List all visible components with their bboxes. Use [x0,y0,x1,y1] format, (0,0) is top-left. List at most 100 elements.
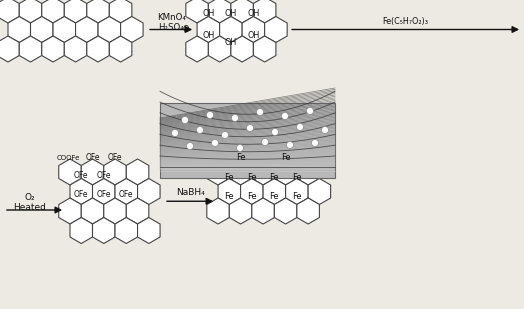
Polygon shape [207,159,230,185]
Polygon shape [275,198,297,224]
Polygon shape [241,179,263,205]
Polygon shape [254,0,276,23]
Polygon shape [59,198,81,224]
Polygon shape [110,0,132,23]
Polygon shape [64,36,87,62]
Polygon shape [110,36,132,62]
Polygon shape [137,179,160,205]
Polygon shape [0,0,19,23]
Text: Fe: Fe [292,192,302,201]
Polygon shape [104,159,126,185]
Text: OH: OH [247,0,259,1]
Polygon shape [70,218,93,243]
Polygon shape [297,159,320,185]
Polygon shape [254,36,276,62]
Text: Fe: Fe [281,154,290,163]
Text: H₂SO₄: H₂SO₄ [158,23,184,32]
Text: Fe: Fe [247,192,257,201]
Circle shape [281,112,289,120]
Polygon shape [230,198,252,224]
Polygon shape [209,36,231,62]
Polygon shape [8,16,30,43]
Circle shape [271,129,278,136]
Polygon shape [98,16,121,43]
Polygon shape [42,36,64,62]
Text: Heated: Heated [14,204,47,213]
Polygon shape [115,218,137,243]
Polygon shape [121,16,143,43]
Circle shape [261,138,268,146]
Polygon shape [218,179,241,205]
Text: O₂: O₂ [25,193,35,201]
Circle shape [322,126,329,133]
Polygon shape [87,0,110,23]
Polygon shape [207,198,230,224]
Circle shape [311,139,319,146]
Polygon shape [42,0,64,23]
Text: Fe(C₅H₇O₂)₃: Fe(C₅H₇O₂)₃ [383,17,429,26]
Polygon shape [0,36,19,62]
Polygon shape [81,198,104,224]
Text: Fe: Fe [224,192,234,201]
Polygon shape [220,16,242,43]
Polygon shape [59,159,81,185]
Polygon shape [286,179,308,205]
Text: Fe: Fe [236,154,245,163]
Polygon shape [53,16,75,43]
Text: COOH: COOH [185,0,209,1]
Polygon shape [186,0,209,23]
Text: OH: OH [225,0,237,1]
Polygon shape [231,36,254,62]
Text: OFe: OFe [74,171,89,180]
Polygon shape [87,36,110,62]
Polygon shape [230,159,252,185]
Polygon shape [197,16,220,43]
Circle shape [297,124,303,130]
Text: Fe: Fe [292,172,302,181]
Text: COOFe: COOFe [56,155,80,161]
Text: OFe: OFe [74,190,89,199]
Text: OH: OH [225,38,237,47]
Polygon shape [70,179,93,205]
Text: NaBH₄: NaBH₄ [176,188,204,197]
Text: OFe: OFe [108,154,122,163]
Text: KMnO₄: KMnO₄ [157,13,185,22]
Polygon shape [297,198,320,224]
Polygon shape [252,198,275,224]
FancyBboxPatch shape [160,103,335,178]
Circle shape [236,145,244,151]
Text: OFe: OFe [96,190,111,199]
Text: OH: OH [225,9,237,18]
Text: Fe: Fe [247,172,257,181]
Circle shape [246,125,254,132]
Text: OH: OH [247,9,259,18]
Polygon shape [126,159,149,185]
Polygon shape [231,0,254,23]
Polygon shape [19,0,42,23]
Polygon shape [186,36,209,62]
Polygon shape [81,159,104,185]
Circle shape [257,108,264,116]
Polygon shape [137,218,160,243]
Text: O: O [183,25,189,34]
Polygon shape [308,179,331,205]
Circle shape [232,115,238,121]
Circle shape [187,142,193,150]
Circle shape [287,142,293,149]
Polygon shape [265,16,287,43]
Circle shape [196,126,203,133]
Polygon shape [115,179,137,205]
Circle shape [206,112,213,118]
Circle shape [307,108,313,115]
Polygon shape [209,0,231,23]
Circle shape [222,132,228,138]
Text: OH: OH [247,31,259,40]
Polygon shape [126,198,149,224]
Circle shape [212,139,219,146]
Polygon shape [19,36,42,62]
Text: OH: OH [202,9,214,18]
Polygon shape [263,179,286,205]
Text: Fe: Fe [269,192,279,201]
Polygon shape [242,16,265,43]
Text: OFe: OFe [85,154,100,163]
